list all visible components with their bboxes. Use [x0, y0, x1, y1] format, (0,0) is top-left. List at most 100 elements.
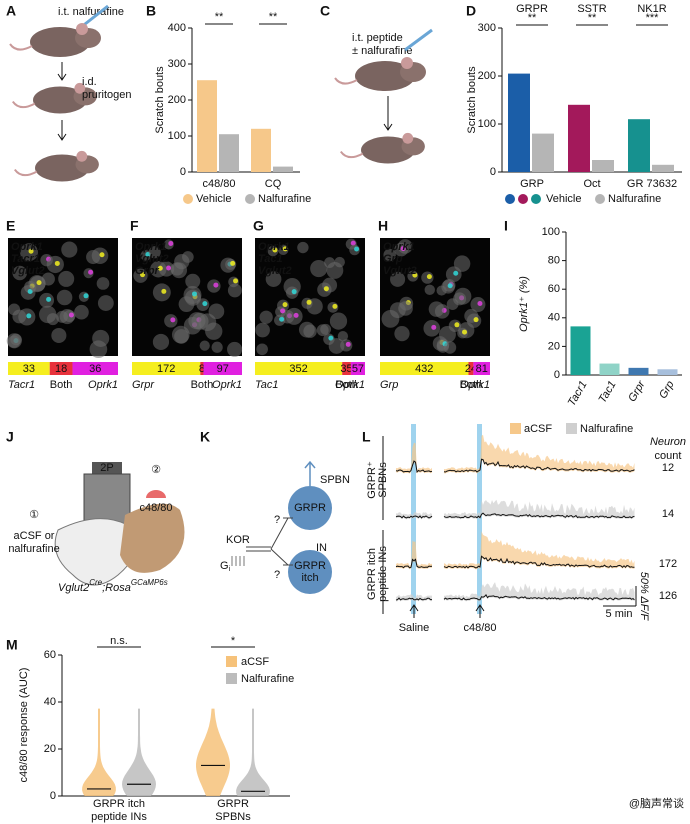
legend-swatch: [510, 423, 521, 434]
puncta: [28, 248, 34, 254]
nucleus: [255, 322, 270, 338]
nucleus: [326, 261, 344, 279]
mouse-tail: [334, 77, 358, 85]
nucleus: [56, 289, 73, 306]
objective: [92, 462, 122, 474]
count-label: 35: [340, 363, 352, 375]
y-tick-label: 40: [44, 696, 56, 708]
nucleus: [328, 338, 345, 354]
trace: [443, 555, 635, 569]
axis-title: Scratch bouts: [154, 66, 166, 134]
spinal-cord: [54, 518, 137, 586]
lamp: [146, 490, 166, 498]
mouse-ear: [74, 82, 86, 94]
count-category: Tacr1: [8, 379, 35, 391]
nucleus: [428, 301, 445, 317]
mouse-tail: [11, 100, 36, 109]
significance: n.s.: [110, 635, 128, 647]
nucleus: [383, 248, 396, 262]
nucleus: [185, 273, 201, 289]
count-category: Oprk1: [212, 379, 242, 391]
panel-letter: F: [130, 218, 139, 234]
trace-band: [396, 442, 432, 474]
event-arrow: [409, 604, 419, 618]
bar: [599, 363, 620, 375]
x-tick-label: Tacr1: [566, 379, 590, 408]
puncta: [202, 301, 208, 307]
mouse-body: [355, 61, 415, 91]
trace-band: [444, 531, 635, 570]
puncta: [280, 308, 286, 314]
panel-letter: D: [466, 3, 476, 19]
group-label: GRPR itch: [366, 548, 378, 600]
gene-label: Grp: [383, 253, 403, 265]
nucleus: [227, 283, 242, 298]
legend-label: Vehicle: [546, 193, 581, 205]
nucleus: [446, 298, 459, 310]
bar: [628, 367, 649, 375]
legend-swatch: [531, 194, 541, 204]
genotype-part: ;: [102, 582, 105, 594]
count-label: 81: [476, 363, 488, 375]
nucleus: [208, 303, 225, 320]
receptor-label: KOR: [226, 534, 250, 546]
y-tick-label: 200: [168, 94, 186, 106]
count-bar: [473, 362, 490, 375]
puncta: [332, 303, 338, 309]
group-label: peptide INs: [377, 546, 389, 602]
nucleus: [329, 312, 348, 330]
gene-label: Vglut2: [258, 265, 292, 277]
nucleus: [89, 340, 108, 359]
mouse-ear: [402, 132, 414, 144]
legend-label: Nalfurafine: [258, 193, 311, 205]
count-category: Both: [335, 379, 358, 391]
panel-letter: L: [362, 429, 371, 445]
g-protein: Gi: [220, 560, 231, 573]
gene-label: Oprk1: [258, 241, 290, 253]
nucleus: [178, 296, 195, 313]
gene-label: Oprk1: [383, 241, 415, 253]
node-type: IN: [316, 542, 327, 554]
puncta: [282, 302, 288, 308]
mouse-body: [30, 27, 90, 57]
receptor-label: GRPR: [516, 3, 548, 15]
gene-label: Tac1: [258, 253, 283, 265]
node-label: GRPR: [294, 560, 326, 572]
puncta: [345, 341, 351, 347]
bar: [273, 166, 293, 172]
count-category: Both: [191, 379, 214, 391]
annotation: c48/80: [139, 502, 172, 514]
puncta: [213, 282, 219, 288]
panel-letter: J: [6, 429, 14, 445]
trace: [395, 558, 433, 569]
annotation: ± nalfurafine: [352, 45, 412, 57]
puncta: [400, 246, 406, 252]
x-tick-label: Grp: [657, 379, 677, 401]
puncta: [46, 296, 52, 302]
puncta: [54, 260, 60, 266]
node: [288, 486, 332, 530]
y-tick-label: 60: [44, 649, 56, 661]
gene-label: Vglut2: [383, 265, 417, 277]
puncta: [99, 252, 105, 258]
nucleus: [297, 241, 309, 254]
annotation: i.t. peptide: [352, 32, 403, 44]
nucleus: [152, 333, 170, 351]
trace: [395, 515, 433, 519]
trace: [443, 512, 635, 519]
y-tick-label: 100: [542, 226, 560, 238]
nucleus: [381, 309, 400, 328]
count-label: 8: [199, 363, 205, 375]
bar: [592, 160, 614, 172]
group-label: GRPR⁺: [366, 461, 378, 499]
gene-label: Vglut2: [135, 253, 169, 265]
event-label: Saline: [399, 622, 430, 634]
mouse-ear: [76, 23, 88, 35]
trace: [395, 460, 433, 474]
annotation: i.t. nalfurafine: [58, 6, 124, 18]
puncta: [230, 260, 236, 266]
nucleus: [394, 325, 410, 342]
node-type: SPBN: [320, 474, 350, 486]
syringe: [404, 28, 433, 52]
